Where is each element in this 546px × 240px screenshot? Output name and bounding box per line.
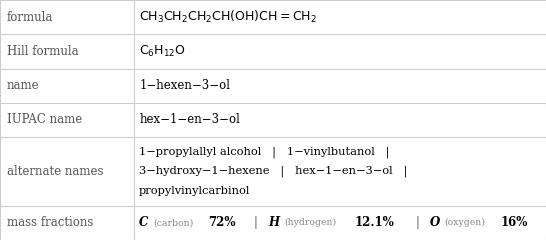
Text: 1−propylallyl alcohol   |   1−vinylbutanol   |: 1−propylallyl alcohol | 1−vinylbutanol |: [139, 146, 390, 157]
Text: Hill formula: Hill formula: [7, 45, 78, 58]
Text: 3−hydroxy−1−hexene   |   hex−1−en−3−ol   |: 3−hydroxy−1−hexene | hex−1−en−3−ol |: [139, 166, 408, 177]
Text: C: C: [139, 216, 149, 229]
Text: |: |: [254, 216, 258, 229]
Text: 72%: 72%: [209, 216, 236, 229]
Text: (oxygen): (oxygen): [444, 218, 486, 228]
Text: IUPAC name: IUPAC name: [7, 114, 82, 126]
Text: (carbon): (carbon): [153, 218, 193, 227]
Text: $\mathregular{C_6H_{12}O}$: $\mathregular{C_6H_{12}O}$: [139, 44, 186, 59]
Text: 12.1%: 12.1%: [354, 216, 394, 229]
Text: propylvinylcarbinol: propylvinylcarbinol: [139, 186, 251, 196]
Text: mass fractions: mass fractions: [7, 216, 93, 229]
Text: H: H: [268, 216, 279, 229]
Text: O: O: [430, 216, 440, 229]
Text: (hydrogen): (hydrogen): [284, 218, 336, 228]
Text: |: |: [416, 216, 419, 229]
Text: name: name: [7, 79, 39, 92]
Text: hex−1−en−3−ol: hex−1−en−3−ol: [139, 114, 240, 126]
Text: 1−hexen−3−ol: 1−hexen−3−ol: [139, 79, 230, 92]
Text: $\mathregular{CH_3CH_2CH_2CH(OH)CH{=}CH_2}$: $\mathregular{CH_3CH_2CH_2CH(OH)CH{=}CH_…: [139, 9, 317, 25]
Text: formula: formula: [7, 11, 53, 24]
Text: alternate names: alternate names: [7, 165, 103, 178]
Text: 16%: 16%: [501, 216, 529, 229]
